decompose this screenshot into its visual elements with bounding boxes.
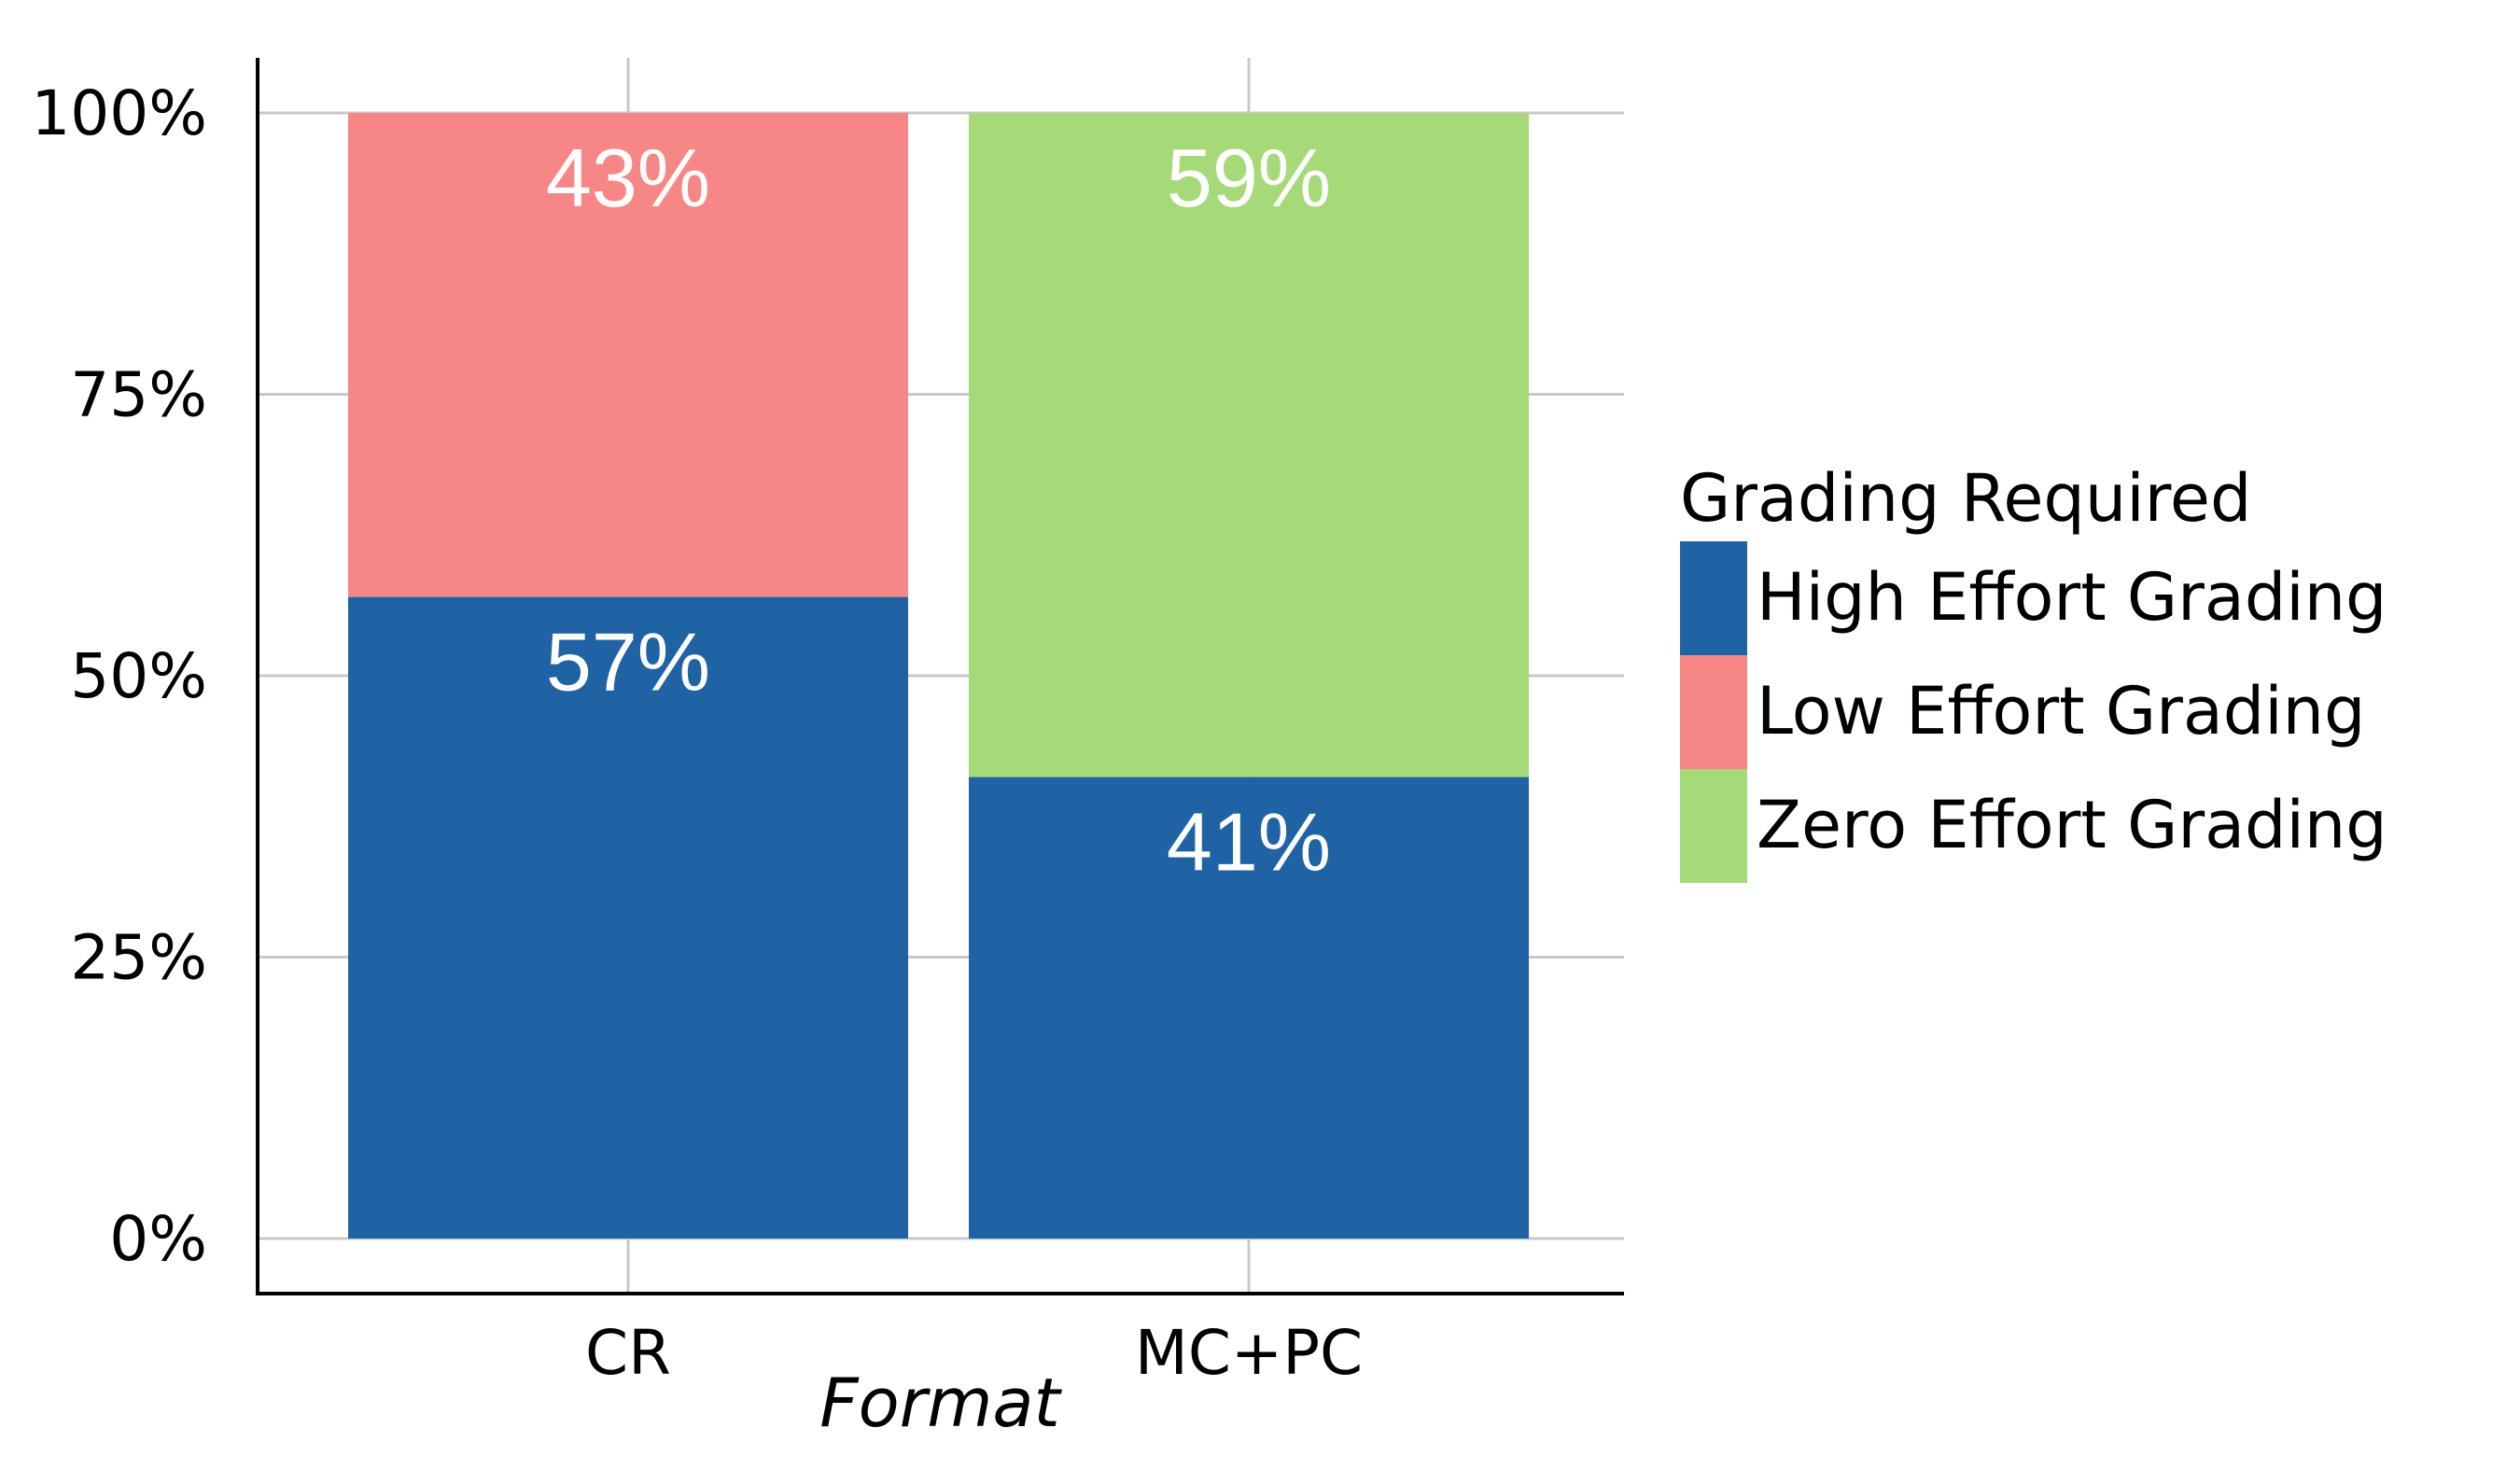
bar-segment: [969, 777, 1529, 1239]
bar-segment: [348, 596, 908, 1239]
bars: [348, 113, 1529, 1239]
y-tick-label: 0%: [109, 1203, 207, 1275]
bar-value-label: 43%: [546, 132, 710, 224]
bar-value-label: 57%: [546, 616, 710, 708]
legend-swatch: [1680, 541, 1747, 655]
legend: Grading Required High Effort Grading Low …: [1680, 460, 2387, 883]
bar-segment: [348, 113, 908, 597]
legend-label: High Effort Grading: [1757, 559, 2387, 636]
legend-swatch: [1680, 655, 1747, 769]
bar-segment: [969, 113, 1529, 777]
data-labels: 57% 43% 41% 59%: [546, 132, 1331, 889]
axes: [256, 58, 1624, 1295]
bar-value-label: 41%: [1167, 796, 1331, 889]
y-tick-label: 75%: [70, 359, 207, 431]
legend-label: Low Effort Grading: [1757, 673, 2365, 749]
x-tick-label: MC+PC: [1135, 1317, 1363, 1389]
legend-swatch: [1680, 769, 1747, 883]
x-tick-label: CR: [585, 1317, 671, 1389]
y-tick-label: 50%: [70, 640, 207, 712]
bar-value-label: 59%: [1167, 132, 1331, 224]
y-tick-label: 100%: [31, 77, 207, 149]
y-tick-label: 25%: [70, 922, 207, 994]
legend-title: Grading Required: [1680, 460, 2251, 537]
x-tick-labels: CR MC+PC: [585, 1317, 1363, 1389]
x-axis-title: Format: [819, 1364, 1062, 1442]
legend-label: Zero Effort Grading: [1757, 787, 2387, 863]
y-tick-labels: 0% 25% 50% 75% 100%: [31, 77, 207, 1275]
